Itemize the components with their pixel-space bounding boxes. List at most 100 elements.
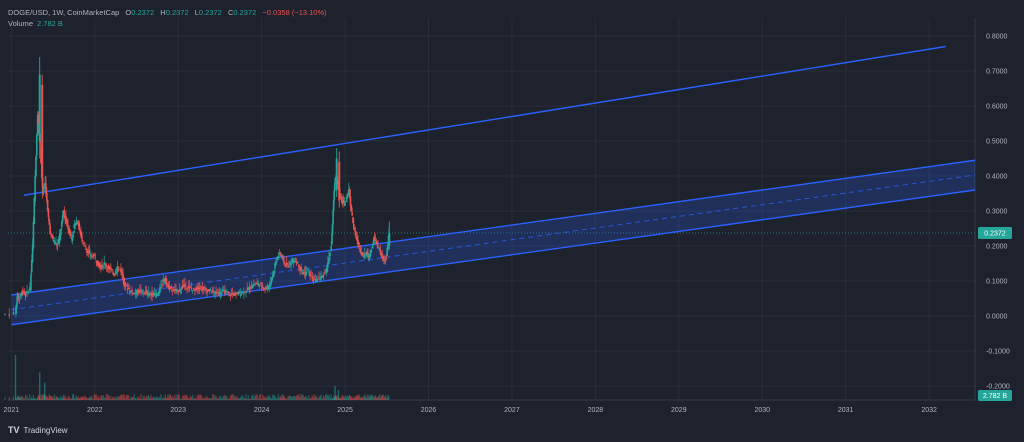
volume-bar <box>255 394 257 400</box>
volume-bar <box>18 395 20 400</box>
candle-body <box>284 264 287 267</box>
volume-bar <box>214 396 216 400</box>
volume-bar <box>121 394 123 400</box>
candle-body <box>38 74 41 141</box>
tradingview-logo[interactable]: TV TradingView <box>8 425 68 435</box>
volume-bar <box>206 396 208 400</box>
candle-body <box>122 274 124 281</box>
volume-bar <box>45 395 47 400</box>
y-tick-label: 0.1000 <box>986 279 1008 286</box>
candle-body <box>199 288 202 290</box>
candle-body <box>126 288 129 290</box>
candle-body <box>270 277 273 283</box>
volume-bar <box>193 398 195 400</box>
volume-bar <box>272 394 274 400</box>
volume-bar <box>111 396 113 400</box>
volume-bar <box>227 398 229 400</box>
candle-body <box>23 291 26 295</box>
candle-body <box>366 251 368 255</box>
volume-bar <box>39 372 41 400</box>
volume-bar <box>128 395 130 400</box>
low-label: L <box>194 8 199 17</box>
candle-body <box>356 237 358 241</box>
volume-bar <box>37 395 40 400</box>
candle-body <box>221 289 224 292</box>
symbol-title[interactable]: DOGE/USD, 1W, CoinMarketCap <box>8 8 120 17</box>
time-axis[interactable]: 2021 2022 2023 2024 2025 2026 2027 2028 2029 2030… <box>4 407 937 414</box>
volume-bar <box>44 382 46 400</box>
candle-body <box>49 224 51 234</box>
candle-body <box>241 291 244 293</box>
candle-body <box>343 202 346 206</box>
candle-body <box>15 306 17 315</box>
candle-body <box>65 216 67 222</box>
volume-bar <box>371 396 373 400</box>
candle-body <box>384 258 387 260</box>
price-axis[interactable]: 0.8000 0.7000 0.6000 0.5000 0.4000 0.3000 0.20… <box>986 34 1010 391</box>
candle-body <box>320 276 322 279</box>
candle-body <box>296 261 299 263</box>
candle-body <box>245 292 247 293</box>
volume-bar <box>281 394 283 400</box>
volume-bar <box>236 396 238 400</box>
volume-bar <box>277 394 279 400</box>
volume-bar <box>27 397 30 400</box>
regression-channel[interactable] <box>11 45 976 326</box>
volume-bar <box>166 398 168 400</box>
volume-bar <box>58 397 60 400</box>
volume-bar <box>71 398 73 400</box>
candle-body <box>308 271 310 273</box>
volume-bar <box>248 398 251 400</box>
candle-body <box>292 258 295 264</box>
volume-bar <box>161 398 163 400</box>
x-tick-label: 2029 <box>671 407 687 414</box>
candle-body <box>19 296 21 298</box>
candle-body <box>71 236 73 240</box>
volume-bar <box>63 397 65 400</box>
volume-bar <box>83 396 85 400</box>
candle-body <box>116 266 119 272</box>
volume-bar <box>339 398 341 400</box>
volume-bar <box>326 394 328 400</box>
volume-bar <box>384 395 387 400</box>
candle-body <box>328 257 330 264</box>
volume-bar <box>149 398 151 400</box>
candle-body <box>204 287 206 289</box>
volume-bar <box>335 395 338 400</box>
y-tick-label: -0.2000 <box>986 384 1010 391</box>
candle-body <box>209 289 212 291</box>
volume-bar <box>224 395 226 400</box>
candle-body <box>42 188 45 194</box>
y-tick-label: 0.0000 <box>986 314 1008 321</box>
volume-bar <box>143 395 145 400</box>
volume-bar <box>139 398 141 400</box>
candle-body <box>370 249 373 253</box>
volume-bar <box>159 396 161 400</box>
candle-body <box>31 244 34 262</box>
volume-bar <box>132 397 134 400</box>
candle-body <box>354 230 357 236</box>
candle-body <box>323 273 326 275</box>
candle-body <box>74 223 77 226</box>
candle-body <box>127 288 130 290</box>
candle-body <box>258 284 261 287</box>
volume-bar <box>209 398 212 400</box>
candle-body <box>332 199 335 211</box>
candle-body <box>103 262 106 265</box>
candle-body <box>271 274 274 278</box>
x-tick-label: 2030 <box>754 407 770 414</box>
candle-body <box>130 290 132 292</box>
volume-bar <box>307 398 309 400</box>
candle-body <box>186 288 188 290</box>
candle-body <box>267 285 270 289</box>
volume-bar <box>36 398 38 400</box>
volume-bar <box>226 397 228 400</box>
candle-body <box>102 266 104 268</box>
close-label: C <box>227 8 234 17</box>
volume-label[interactable]: Volume <box>8 19 34 28</box>
volume-bar <box>219 395 222 400</box>
volume-bar <box>331 398 334 400</box>
candle-body <box>368 254 370 257</box>
volume-bar <box>234 395 236 400</box>
